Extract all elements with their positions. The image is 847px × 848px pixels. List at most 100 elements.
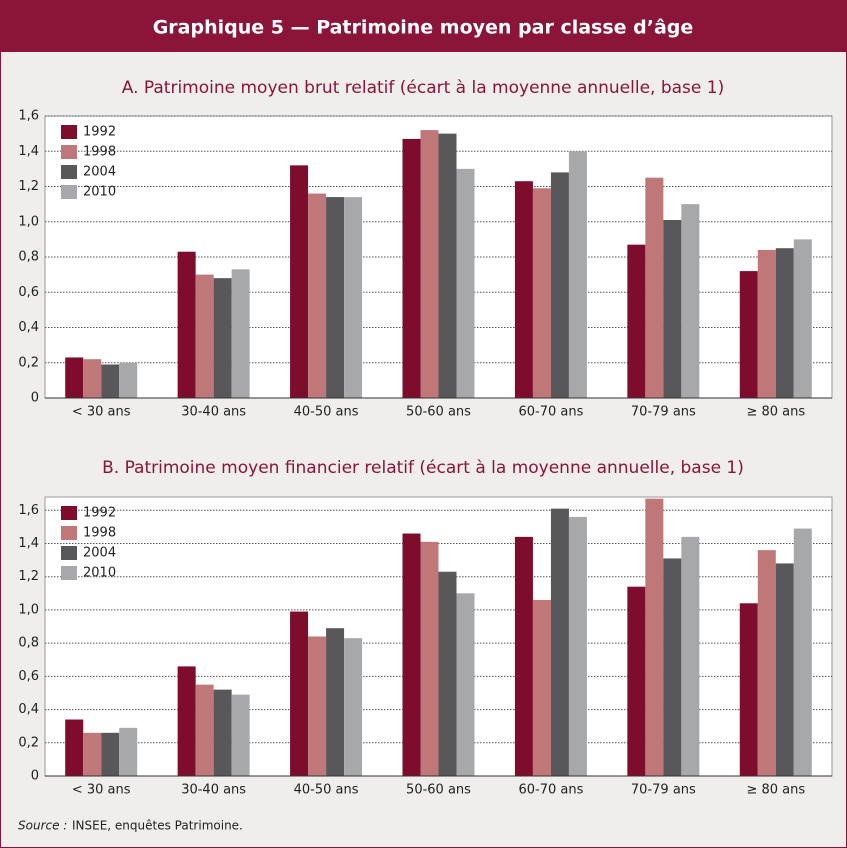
bar xyxy=(65,357,84,398)
bar xyxy=(195,274,214,398)
bar xyxy=(101,732,120,776)
legend-label: 2004 xyxy=(83,546,116,561)
legend-label: 2004 xyxy=(83,165,116,180)
y-tick-label: 1,6 xyxy=(18,503,39,518)
legend-swatch xyxy=(61,506,77,520)
bar xyxy=(645,498,664,776)
y-tick-label: 1,4 xyxy=(18,144,39,159)
bar xyxy=(645,177,664,398)
y-tick-label: 1,0 xyxy=(18,214,39,229)
bar xyxy=(344,197,363,398)
legend-swatch xyxy=(61,185,77,199)
bar xyxy=(326,197,345,398)
y-tick-label: 1,6 xyxy=(18,109,39,124)
x-tick-label: 30-40 ans xyxy=(181,783,246,798)
bar xyxy=(344,638,363,776)
bar xyxy=(532,599,551,776)
y-tick-label: 0 xyxy=(31,391,39,406)
y-tick-label: 0,6 xyxy=(18,669,39,684)
bar xyxy=(402,533,421,776)
bar xyxy=(438,133,457,398)
bar xyxy=(514,181,533,398)
bar xyxy=(681,204,700,398)
bar xyxy=(65,719,84,776)
bar xyxy=(177,251,196,398)
legend-label: 1992 xyxy=(83,506,116,521)
legend-label: 1998 xyxy=(83,145,116,160)
bar xyxy=(456,168,475,398)
y-tick-label: 0,8 xyxy=(18,636,39,651)
bar xyxy=(757,550,776,776)
y-tick-label: 1,0 xyxy=(18,602,39,617)
x-tick-label: ≥ 80 ans xyxy=(746,405,805,420)
legend-swatch xyxy=(61,566,77,580)
bar xyxy=(177,666,196,776)
legend-label: 2010 xyxy=(83,566,116,581)
bar xyxy=(231,694,250,776)
figure-title: Graphique 5 — Patrimoine moyen par class… xyxy=(153,17,694,39)
legend-swatch xyxy=(61,145,77,159)
legend-swatch xyxy=(61,526,77,540)
bar xyxy=(326,628,345,776)
bar xyxy=(739,271,758,398)
source-label: Source : xyxy=(18,819,67,833)
y-tick-label: 0,4 xyxy=(18,320,39,335)
bar xyxy=(681,536,700,776)
bar xyxy=(438,571,457,776)
bar xyxy=(101,364,120,398)
bar xyxy=(420,541,439,776)
bar xyxy=(119,727,138,776)
legend-label: 1998 xyxy=(83,526,116,541)
y-tick-label: 1,2 xyxy=(18,179,39,194)
x-tick-label: 70-79 ans xyxy=(631,405,696,420)
bar xyxy=(775,248,794,398)
bar xyxy=(83,732,102,776)
bar xyxy=(793,528,812,776)
y-tick-label: 0,2 xyxy=(18,355,39,370)
bar xyxy=(663,558,682,776)
x-tick-label: 50-60 ans xyxy=(406,783,471,798)
x-tick-label: 50-60 ans xyxy=(406,405,471,420)
bar xyxy=(514,536,533,776)
bar xyxy=(663,219,682,398)
bar xyxy=(793,239,812,398)
bar xyxy=(456,593,475,776)
header xyxy=(0,0,847,52)
x-tick-label: 60-70 ans xyxy=(518,783,583,798)
x-tick-label: < 30 ans xyxy=(72,783,131,798)
chart-title: B. Patrimoine moyen financier relatif (é… xyxy=(102,458,744,478)
y-tick-label: 0,6 xyxy=(18,285,39,300)
x-tick-label: < 30 ans xyxy=(72,405,131,420)
legend-label: 2010 xyxy=(83,185,116,200)
bar xyxy=(627,244,646,398)
legend-label: 1992 xyxy=(83,125,116,140)
bar xyxy=(739,603,758,776)
y-tick-label: 0,8 xyxy=(18,250,39,265)
y-tick-label: 0,4 xyxy=(18,702,39,717)
y-tick-label: 1,2 xyxy=(18,569,39,584)
y-tick-label: 0,2 xyxy=(18,735,39,750)
bar xyxy=(532,188,551,398)
bar xyxy=(83,359,102,398)
bar xyxy=(550,172,569,398)
bar xyxy=(627,586,646,776)
bar xyxy=(290,611,309,776)
chart-title: A. Patrimoine moyen brut relatif (écart … xyxy=(122,78,724,98)
x-tick-label: 60-70 ans xyxy=(518,405,583,420)
bar xyxy=(213,278,232,398)
x-tick-label: 40-50 ans xyxy=(294,783,359,798)
bar xyxy=(213,689,232,776)
bar xyxy=(290,165,309,398)
x-tick-label: 30-40 ans xyxy=(181,405,246,420)
bar xyxy=(420,130,439,398)
bar xyxy=(308,193,327,398)
bar xyxy=(308,636,327,776)
bar xyxy=(550,508,569,776)
bar xyxy=(568,151,587,398)
y-tick-label: 0 xyxy=(31,769,39,784)
legend-swatch xyxy=(61,546,77,560)
legend-swatch xyxy=(61,125,77,139)
x-tick-label: 40-50 ans xyxy=(294,405,359,420)
